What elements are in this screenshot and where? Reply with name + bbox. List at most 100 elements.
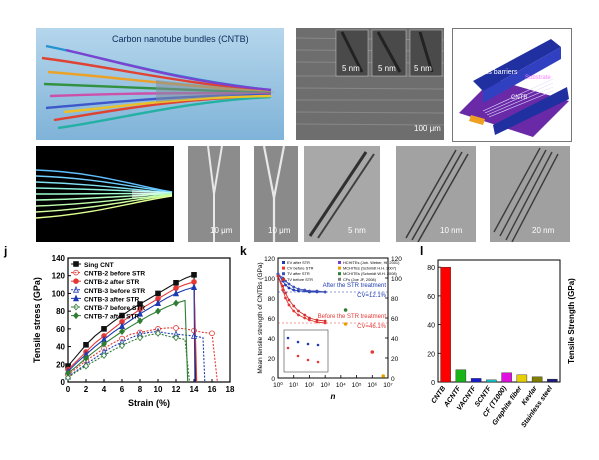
- y-tick-label: 20: [391, 356, 399, 363]
- inset-frame: [283, 329, 329, 373]
- data-point: [297, 309, 300, 313]
- reference-point: [370, 350, 375, 354]
- bar: [531, 376, 543, 383]
- panel-c: c Gas barriers Substrate CNTB: [452, 28, 572, 142]
- series-line: [277, 273, 326, 293]
- legend-label: HCHITEs (Joh. Weber, Hi. 2001): [343, 260, 400, 265]
- y-tick-label: 60: [391, 316, 399, 323]
- sem-y-junction-e: [188, 146, 240, 242]
- inset-point: [306, 358, 310, 362]
- sem-y-junction-f: [254, 146, 298, 242]
- legend-marker: [282, 261, 285, 264]
- x-tick-label: 12: [172, 385, 181, 394]
- legend-label: TV before STR: [287, 277, 313, 282]
- legend-label: MCHITEs (Schmidt H.H. 2007): [343, 266, 397, 271]
- x-tick-label: 18: [226, 385, 235, 394]
- y-tick-label: 80: [56, 307, 65, 316]
- data-point: [101, 326, 107, 332]
- data-point: [323, 321, 327, 325]
- y-tick-label: 80: [427, 265, 435, 272]
- data-point: [118, 322, 126, 329]
- y-tick-label: 80: [391, 296, 399, 303]
- data-point: [209, 330, 215, 337]
- label-substrate: Substrate: [525, 75, 551, 81]
- x-tick-label: 2: [84, 385, 89, 394]
- label-gas-barriers: Gas barriers: [479, 69, 518, 76]
- inset-point: [296, 354, 300, 358]
- legend-marker: [282, 266, 285, 270]
- x-tick-label: 10⁷: [383, 382, 393, 389]
- scalebar-b-main: 100 μm: [414, 124, 441, 133]
- panel-e: e 10 μm: [188, 146, 240, 242]
- panel-j: j 0 2 4 6 8 10 12 14 16 18 0 20 40 60 80 100 120 140 Strai…: [4, 244, 240, 410]
- series-line: [67, 281, 198, 383]
- tem-image-i: [490, 146, 570, 242]
- data-point: [137, 301, 143, 307]
- data-point: [119, 327, 125, 336]
- data-point: [136, 309, 144, 317]
- inset-point: [286, 336, 290, 340]
- legend-marker: [338, 266, 341, 270]
- series-line: [67, 330, 206, 383]
- scalebar-b-inset1: 5 nm: [342, 64, 360, 73]
- legend-marker: [282, 272, 285, 276]
- y-tick-label-left: 0: [271, 376, 275, 383]
- y-tick-label: 40: [427, 323, 435, 330]
- legend-marker: [338, 277, 341, 281]
- panel-a-title: Carbon nanotube bundles (CNTB): [112, 34, 249, 44]
- data-point: [281, 284, 285, 288]
- data-point: [83, 342, 89, 348]
- data-point: [83, 354, 89, 362]
- data-point: [83, 362, 89, 370]
- y-tick-label: 140: [52, 254, 66, 263]
- scalebar-h: 10 nm: [440, 226, 463, 235]
- legend-label: CNTB-3 before STR: [84, 288, 145, 295]
- y-axis-label: Mean tensile strength of CNTBs (GPa): [257, 262, 264, 373]
- bar: [486, 379, 497, 383]
- cvd-setup-diagram: [459, 39, 569, 137]
- data-point: [101, 340, 107, 348]
- series-line: [67, 299, 189, 383]
- legend-label: CNTB-7 before STR: [84, 305, 145, 312]
- reference-point: [343, 322, 348, 326]
- inset-point: [316, 343, 320, 347]
- data-point: [315, 320, 319, 324]
- tensile-stress-strain-chart: 0 2 4 6 8 10 12 14 16 18 0 20 40 60 80 100 120 140 Strain …: [32, 254, 235, 408]
- data-point: [303, 316, 307, 320]
- legend-marker: [338, 272, 341, 276]
- cntb-rendering: [36, 28, 284, 140]
- y-tick-label: 120: [52, 272, 66, 281]
- legend-label: MCHITEs (Schmidt W.H. 2008): [343, 271, 398, 276]
- legend-marker: [282, 277, 285, 281]
- legend-label: CNTB-7 after STR: [84, 314, 140, 321]
- y-tick-label: 60: [56, 325, 65, 334]
- data-point: [287, 282, 291, 286]
- data-point: [155, 290, 161, 297]
- series-line: [277, 275, 326, 324]
- y-tick-label: 20: [56, 360, 65, 369]
- annotation-before: Before the STR treatment: [318, 314, 387, 320]
- y-tick-label: 40: [56, 343, 65, 352]
- panel-h: h 10 nm: [396, 146, 476, 242]
- data-point: [119, 312, 125, 319]
- mean-tensile-strength-chart: 10⁰ 10¹ 10² 10³ 10⁴ 10⁵ 10⁶ 10⁷0020204040606080…: [257, 256, 402, 401]
- data-point: [323, 319, 327, 323]
- bar: [516, 374, 528, 383]
- x-axis-label: n: [331, 392, 336, 401]
- x-tick-label: 10⁴: [336, 382, 346, 389]
- y-tick-label-left: 20: [268, 356, 276, 363]
- x-tick-label: 10⁶: [367, 382, 377, 389]
- x-tick-label: 6: [120, 385, 125, 394]
- panel-g: g 5 nm: [304, 146, 380, 242]
- data-point: [284, 283, 287, 287]
- data-point: [190, 283, 198, 291]
- y-tick-label-left: 120: [264, 256, 275, 263]
- x-tick-label: 10¹: [289, 382, 299, 389]
- data-point: [284, 296, 287, 300]
- data-point: [297, 313, 300, 317]
- data-point: [297, 287, 300, 291]
- legend-label: TV after STR: [287, 271, 310, 276]
- x-tick-label: 8: [138, 385, 143, 394]
- legend-marker: [338, 261, 341, 264]
